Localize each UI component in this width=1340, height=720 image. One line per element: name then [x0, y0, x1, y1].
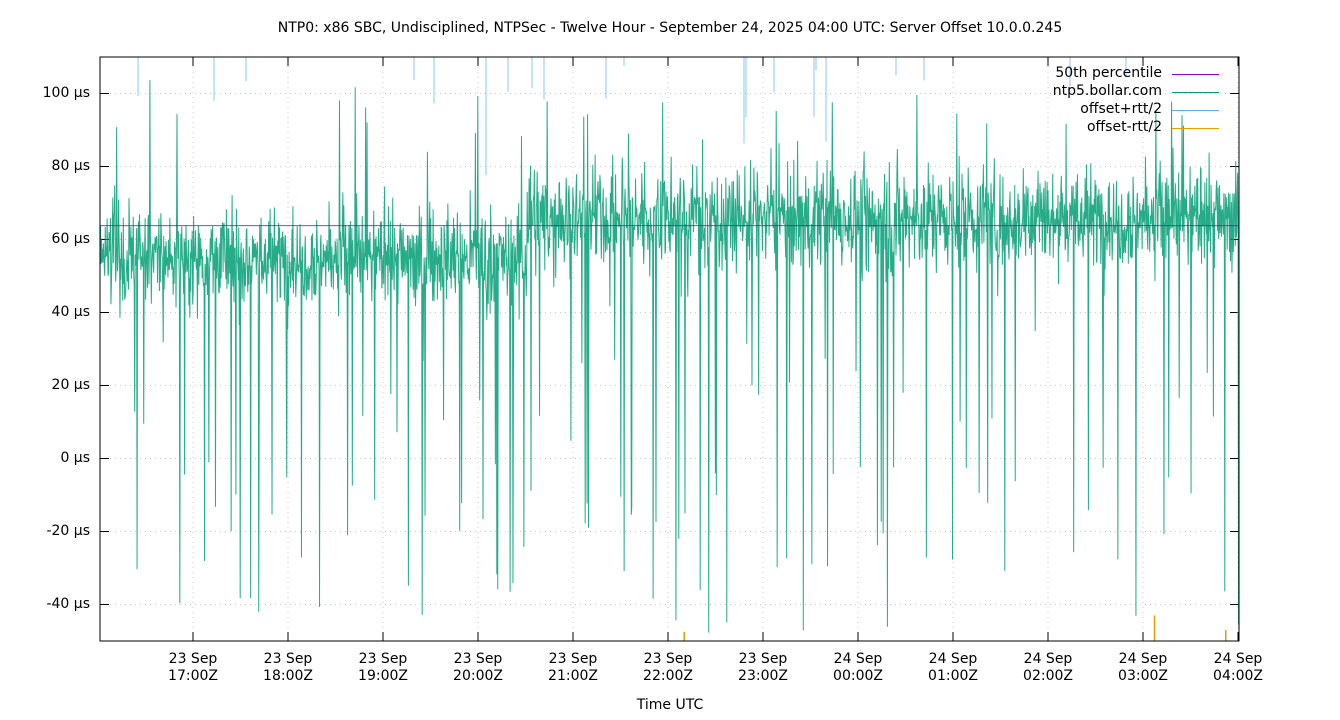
y-tick-label: -40 µs — [46, 595, 90, 612]
legend-item-offset-plus: offset+rtt/2 — [1080, 101, 1162, 117]
chart-title: NTP0: x86 SBC, Undisciplined, NTPSec - T… — [277, 20, 1063, 36]
x-tick-label: 24 Sep 00:00Z — [833, 651, 883, 684]
x-tick-label: 23 Sep 20:00Z — [453, 651, 503, 684]
x-tick-label: 23 Sep 21:00Z — [548, 651, 598, 684]
legend-item-50th-percentile: 50th percentile — [1055, 65, 1162, 81]
series-group — [100, 57, 1239, 641]
y-tick-label: 60 µs — [51, 230, 90, 247]
x-tick-label: 23 Sep 17:00Z — [168, 651, 218, 684]
legend-item-offset-minus: offset-rtt/2 — [1086, 119, 1162, 135]
series-offset-minus-rtt — [683, 615, 1227, 641]
plot-frame — [99, 56, 1240, 642]
legend-item-ntp5: ntp5.bollar.com — [1052, 83, 1162, 99]
legend-swatch-offset-plus — [1172, 110, 1219, 111]
x-axis-title: Time UTC — [636, 697, 704, 713]
y-tick-label: 0 µs — [60, 449, 90, 466]
x-tick-label: 23 Sep 18:00Z — [263, 651, 313, 684]
x-tick-label: 24 Sep 02:00Z — [1023, 651, 1073, 684]
legend-swatch-offset-minus — [1172, 128, 1219, 129]
x-tick-label: 23 Sep 23:00Z — [738, 651, 788, 684]
y-tick-label: -20 µs — [46, 522, 90, 539]
y-tick-label: 80 µs — [51, 157, 90, 174]
y-tick-label: 20 µs — [51, 376, 90, 393]
y-tick-label: 40 µs — [51, 303, 90, 320]
legend-swatch-50th-percentile — [1172, 74, 1219, 75]
x-tick-label: 24 Sep 01:00Z — [928, 651, 978, 684]
x-tick-label: 23 Sep 22:00Z — [643, 651, 693, 684]
series-ntp5-bollar — [100, 80, 1239, 633]
x-tick-label: 24 Sep 03:00Z — [1118, 651, 1168, 684]
x-tick-label: 24 Sep 04:00Z — [1213, 651, 1263, 684]
series-offset-plus-rtt — [137, 57, 1127, 176]
legend-swatch-ntp5 — [1172, 92, 1219, 93]
x-tick-label: 23 Sep 19:00Z — [358, 651, 408, 684]
y-tick-label: 100 µs — [42, 84, 90, 101]
